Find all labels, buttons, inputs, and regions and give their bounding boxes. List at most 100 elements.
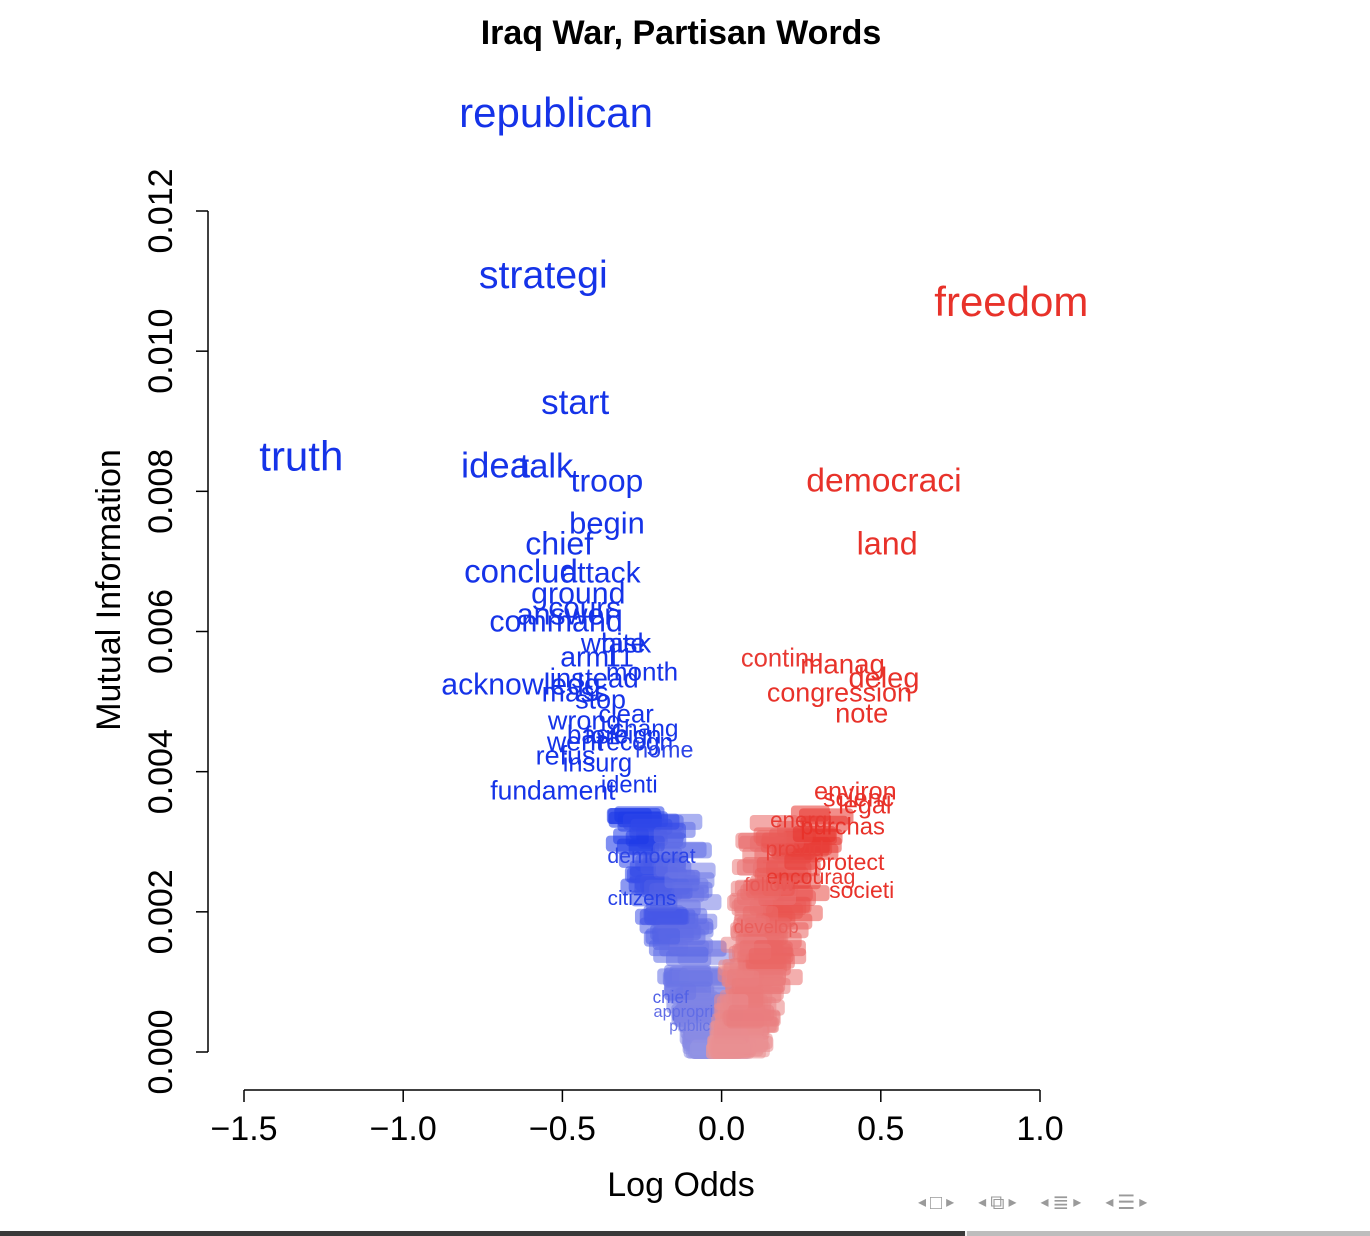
y-tick-label: 0.002 [142,869,180,954]
subsection-icon[interactable]: ⧉ [990,1192,1005,1214]
frame-next-arrow-icon[interactable]: ▸ [946,1194,955,1211]
word-point: attack [561,556,642,589]
word-point: strategi [479,253,608,297]
y-tick-label: 0.008 [142,449,180,534]
word-point: answer [517,598,615,631]
frame-icon[interactable]: □ [930,1192,943,1214]
frame-prev-arrow-icon[interactable]: ◂ [918,1194,927,1211]
word-point: begin [569,505,645,540]
subsection-prev-arrow-icon[interactable]: ◂ [978,1194,987,1211]
cloud-mark [748,878,793,895]
cloud-mark [728,1004,775,1021]
cloud-mark [653,842,712,859]
word-point: mass [542,677,609,708]
subsection-next-arrow-icon[interactable]: ▸ [1008,1194,1017,1211]
word-point: environ [814,778,897,806]
cloud-mark [736,915,770,932]
word-point: talk [520,447,574,485]
word-point: encourag [766,865,855,889]
y-tick-label: 0.004 [142,729,180,814]
word-point: home [635,737,693,763]
cloud-mark [634,908,688,925]
word-point: troop [571,462,644,498]
word-cloud-background [605,805,854,1059]
word-point: wrong [547,706,622,736]
slide-navigation: ◂ □ ▸ ◂ ⧉ ▸ ◂ ≣ ▸ ◂ ☰ ▸ [918,1188,1165,1218]
cloud-mark [712,1038,747,1055]
document-prev-arrow-icon[interactable]: ◂ [1105,1194,1114,1211]
word-point: command [489,605,622,639]
section-prev-arrow-icon[interactable]: ◂ [1040,1194,1049,1211]
cloud-mark [645,928,681,945]
x-tick-label: 0.5 [857,1110,904,1148]
y-tick-label: 0.010 [142,309,180,394]
word-point: acknowledg [441,669,600,702]
y-tick-label: 0.006 [142,589,180,674]
word-point: democraci [806,461,961,499]
word-point: republican [459,89,653,136]
cloud-mark [605,835,665,852]
word-point: basic [567,720,628,750]
section-nav: ◂ ≣ ▸ [1041,1193,1082,1213]
word-point: fundament [490,776,616,806]
word-point: chief [525,525,593,561]
word-point: follow [744,874,795,896]
y-tick-label: 0.000 [142,1009,180,1094]
document-icon[interactable]: ☰ [1117,1192,1136,1214]
word-point: provid [766,837,825,861]
document-nav: ◂ ☰ ▸ [1105,1193,1147,1213]
word-point: land [857,525,918,561]
word-point: continu [741,645,824,673]
chart-title: Iraq War, Partisan Words [481,14,882,52]
cloud-mark [646,895,678,912]
cloud-mark [622,813,680,830]
word-point: identi [601,772,658,799]
document-next-arrow-icon[interactable]: ▸ [1139,1194,1148,1211]
word-point: white [580,628,646,659]
word-point: stop [575,685,626,715]
progress-fill [0,1231,966,1236]
cloud-mark [653,946,709,963]
x-tick-label: −1.0 [370,1110,437,1148]
word-point: truth [259,432,343,479]
word-point: chief [653,988,689,1007]
word-point: instead [550,663,639,694]
x-axis: −1.5 −1.0 −0.5 0.0 0.5 1.0 [210,1089,1064,1148]
frame-nav: ◂ □ ▸ [918,1193,954,1213]
cloud-mark [664,872,715,889]
word-point: manag [800,649,885,680]
section-icon[interactable]: ≣ [1052,1192,1070,1214]
cloud-mark [784,853,817,870]
x-tick-label: −1.5 [210,1110,277,1148]
word-point: deleg [848,663,919,695]
y-axis: 0.000 0.002 0.004 0.006 0.008 0.010 0.012 [142,168,209,1095]
y-axis-label: Mutual Information [90,449,128,731]
word-point: freedom [934,278,1088,325]
cloud-mark [727,969,787,986]
cloud-mark [653,826,684,843]
word-point: congression [767,678,912,708]
word-point: task [601,628,651,659]
word-point: start [541,383,609,422]
word-point: ground [531,577,625,610]
cloud-mark [663,983,697,1000]
section-next-arrow-icon[interactable]: ▸ [1073,1194,1082,1211]
word-point: legal [838,792,891,820]
x-tick-label: −0.5 [529,1110,596,1148]
word-point: public [669,1018,710,1035]
cloud-mark [766,905,823,922]
subsection-nav: ◂ ⧉ ▸ [978,1193,1016,1213]
y-tick-label: 0.012 [142,168,180,253]
word-point: idea [461,444,531,485]
word-point: conclud [464,552,578,589]
word-point: democrat [607,845,695,868]
word-point: month [606,657,678,687]
cloud-mark [749,814,799,831]
word-point: energi [770,808,832,833]
word-point: scienc [823,785,894,813]
word-point: protect [814,849,885,875]
cloud-mark [676,1005,713,1022]
x-axis-label: Log Odds [607,1166,754,1204]
